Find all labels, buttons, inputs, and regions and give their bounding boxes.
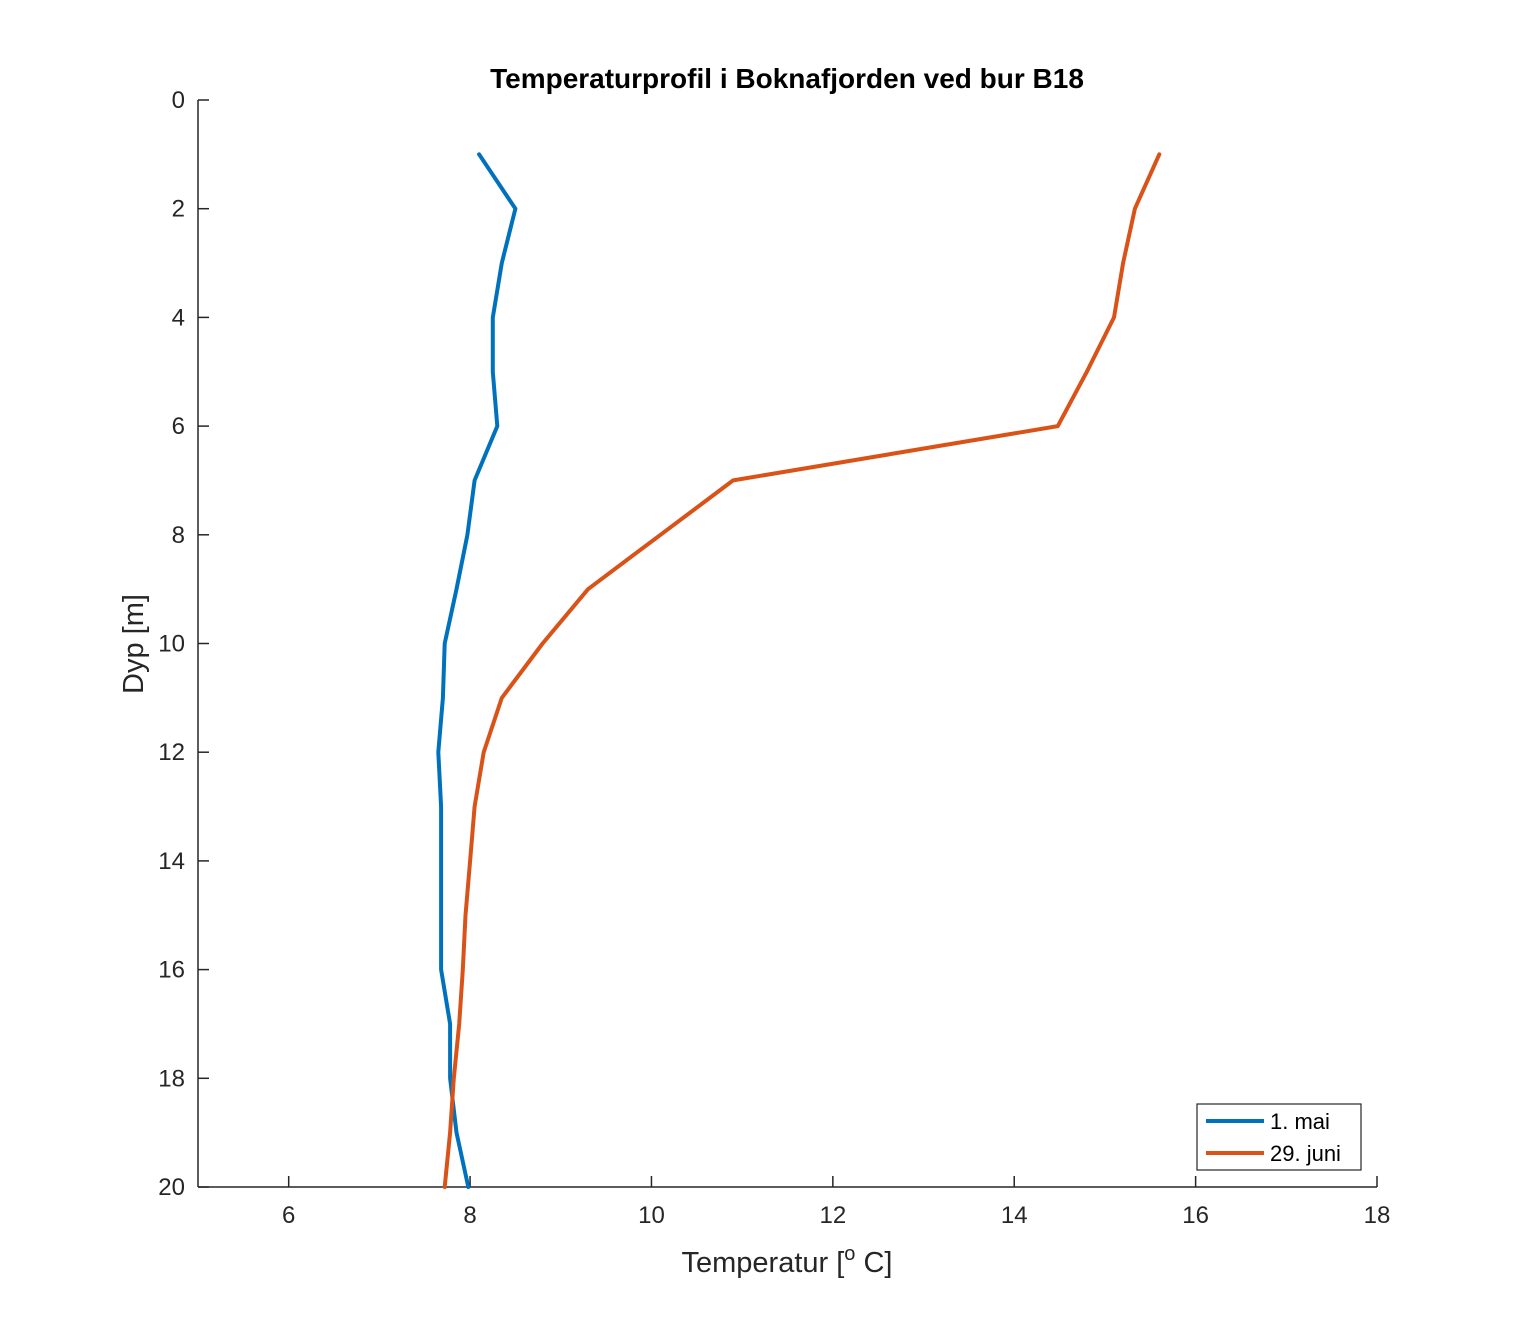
x-axis-label: Temperatur [o C] bbox=[682, 1243, 893, 1279]
y-tick-label: 10 bbox=[158, 631, 185, 658]
y-ticks: 0 2 4 6 8 10 12 14 16 18 20 bbox=[158, 87, 209, 1201]
x-axis-label-text: Temperatur [ bbox=[682, 1247, 845, 1279]
legend-label: 1. mai bbox=[1270, 1109, 1330, 1134]
y-tick-label: 8 bbox=[172, 522, 185, 549]
x-axis-label-superscript: o bbox=[844, 1243, 855, 1265]
y-tick-label: 16 bbox=[158, 957, 185, 984]
x-tick-label: 18 bbox=[1364, 1202, 1391, 1229]
x-axis-label-suffix: C] bbox=[855, 1247, 892, 1279]
y-tick-label: 20 bbox=[158, 1174, 185, 1201]
y-axis-label: Dyp [m] bbox=[118, 594, 150, 694]
y-tick-label: 18 bbox=[158, 1065, 185, 1092]
x-tick-label: 14 bbox=[1001, 1202, 1028, 1229]
y-tick-label: 14 bbox=[158, 848, 185, 875]
plot-lines bbox=[436, 152, 1162, 1189]
y-tick-label: 2 bbox=[172, 196, 185, 223]
x-ticks: 6 8 10 12 14 16 18 bbox=[282, 1176, 1390, 1229]
y-tick-label: 12 bbox=[158, 739, 185, 766]
chart-title: Temperaturprofil i Boknafjorden ved bur … bbox=[490, 63, 1084, 94]
legend: 1. mai 29. juni bbox=[1196, 1103, 1362, 1171]
x-tick-label: 16 bbox=[1182, 1202, 1209, 1229]
y-tick-label: 4 bbox=[172, 304, 185, 331]
y-tick-label: 0 bbox=[172, 87, 185, 114]
legend-box bbox=[1196, 1103, 1362, 1171]
x-tick-label: 12 bbox=[819, 1202, 846, 1229]
legend-label: 29. juni bbox=[1270, 1141, 1341, 1166]
x-tick-label: 6 bbox=[282, 1202, 295, 1229]
axes bbox=[197, 100, 1377, 1188]
y-tick-label: 6 bbox=[172, 413, 185, 440]
series-line-1 bbox=[436, 152, 518, 1189]
x-tick-label: 8 bbox=[463, 1202, 476, 1229]
x-tick-label: 10 bbox=[638, 1202, 665, 1229]
series-line-2 bbox=[442, 152, 1162, 1189]
